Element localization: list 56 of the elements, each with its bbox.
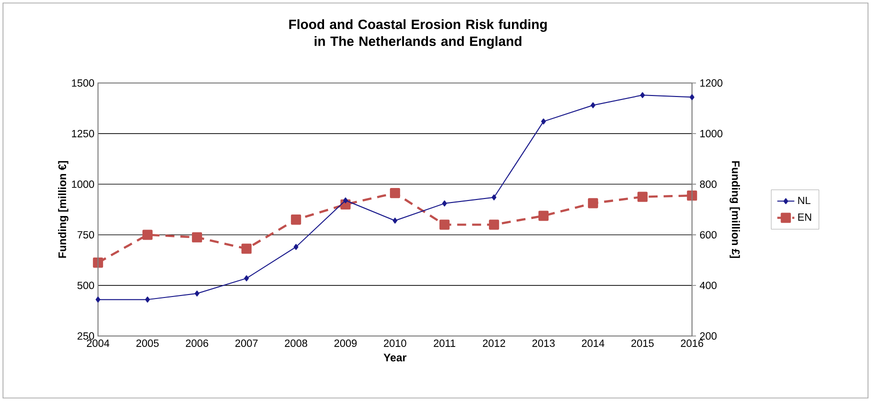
point [390,188,400,198]
x-tick-label: 2012 [482,340,506,347]
point [192,232,202,242]
y-tick-label: 500 [77,282,94,290]
point [541,118,546,124]
y-tick-label: 1500 [72,79,94,87]
x-tick-label: 2013 [532,340,555,347]
y-tick-label: 1000 [72,180,94,188]
point [488,220,500,230]
point [637,192,648,202]
y-tick-label: 750 [78,231,94,239]
x-tick-label: 2005 [136,340,159,347]
point [96,296,100,303]
point [194,290,200,296]
x-tick-label: 2011 [434,340,456,347]
y2-tick-label: 400 [700,282,717,290]
point [690,94,694,100]
y2-tick-label: 1200 [700,79,722,87]
point [142,230,153,240]
y-tick-label: 250 [78,332,94,340]
x-tick-label: 2004 [86,340,110,347]
point [590,102,596,108]
point [439,220,450,230]
x-tick-label: 2015 [631,340,654,347]
legend-label: EN [798,214,812,221]
x-tick-label: 2016 [680,340,704,347]
point [343,197,348,204]
y-tick-label: 1250 [72,130,94,138]
point [244,275,249,282]
x-tick-label: 2014 [582,340,604,347]
point [442,200,447,206]
x-axis-title: Year [384,354,406,362]
x-tick-label: 2009 [334,340,357,347]
y2-tick-label: 200 [700,332,717,340]
point [588,198,598,208]
point [92,258,104,268]
chart-title: Flood and Coastal Erosion Risk funding in The Netherlands and England [289,19,547,49]
point [538,210,549,221]
point [290,214,302,225]
y-axis-title: Funding [million €] [58,161,68,258]
point [686,190,698,201]
point [241,244,252,254]
x-tick-label: 2007 [235,340,258,347]
legend-label: NL [798,196,810,204]
x-tick-label: 2010 [384,340,406,347]
y2-tick-label: 600 [700,231,717,239]
y2-tick-label: 1000 [700,130,722,138]
x-tick-label: 2006 [186,340,208,347]
point [392,218,398,224]
point [294,244,298,250]
point [492,194,496,200]
point [640,92,645,98]
y2-tick-label: 800 [700,180,717,188]
x-tick-label: 2008 [284,340,308,347]
point [145,296,150,303]
y2-axis-title: Funding [million £] [730,161,740,258]
